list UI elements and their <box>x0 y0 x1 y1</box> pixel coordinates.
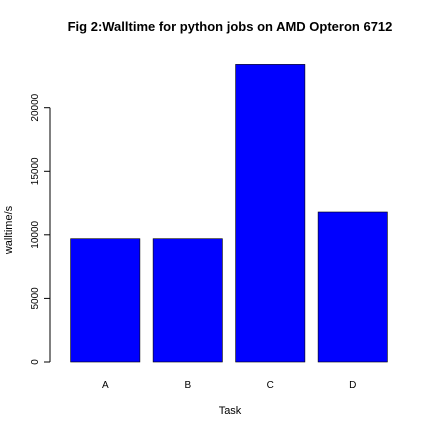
y-tick-label-20000: 20000 <box>30 93 41 121</box>
x-tick-label-b: B <box>184 380 191 391</box>
bars-group <box>70 64 388 363</box>
y-tick-label-0: 0 <box>30 359 41 365</box>
bar-c <box>235 64 306 363</box>
y-axis-label: walltime/s <box>3 205 15 255</box>
y-tick-label-10000: 10000 <box>30 220 41 248</box>
y-axis-ticks: 0 5000 10000 15000 20000 <box>30 93 50 365</box>
x-tick-label-d: D <box>349 380 356 391</box>
bar-d <box>317 211 388 363</box>
bar-b <box>152 238 223 363</box>
y-tick-label-5000: 5000 <box>30 287 41 310</box>
bar-a <box>70 238 141 363</box>
y-tick-label-15000: 15000 <box>30 157 41 185</box>
x-tick-label-c: C <box>267 380 274 391</box>
x-axis-ticks: A B C D <box>102 380 356 391</box>
x-tick-label-a: A <box>102 380 109 391</box>
x-axis-label: Task <box>219 405 242 417</box>
chart-title: Fig 2:Walltime for python jobs on AMD Op… <box>68 19 393 34</box>
